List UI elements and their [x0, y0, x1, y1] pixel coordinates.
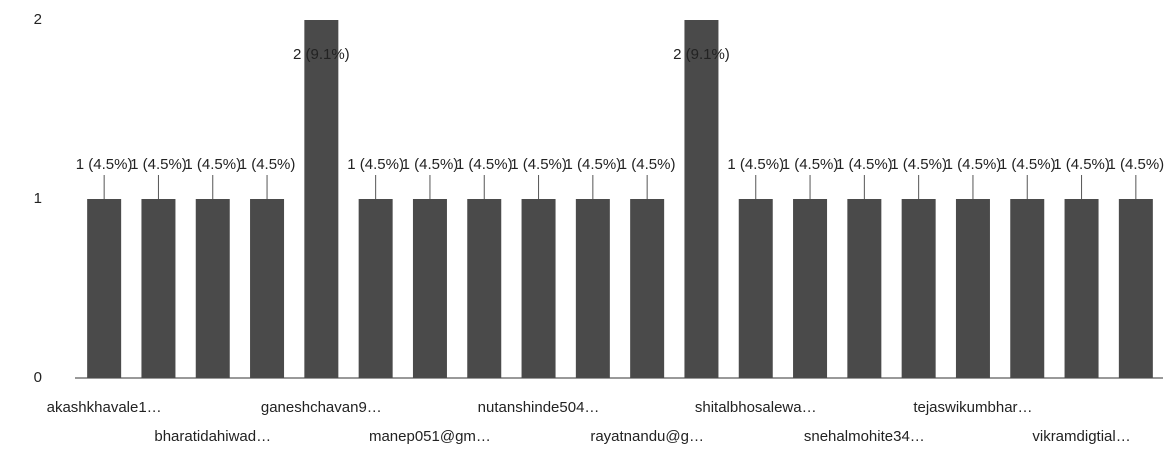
x-tick-label: snehalmohite34…: [804, 428, 925, 445]
data-label: 1 (4.5%): [76, 156, 133, 173]
bar: [467, 199, 502, 378]
bar: [901, 199, 936, 378]
bar: [1118, 199, 1153, 378]
data-label: 1 (4.5%): [619, 156, 676, 173]
data-label: 1 (4.5%): [1053, 156, 1110, 173]
x-tick-label: manep051@gm…: [369, 428, 491, 445]
bar: [1064, 199, 1099, 378]
bar: [1010, 199, 1045, 378]
data-label: 1 (4.5%): [239, 156, 296, 173]
data-label: 1 (4.5%): [184, 156, 241, 173]
data-label: 1 (4.5%): [890, 156, 947, 173]
bar: [684, 20, 719, 378]
data-label: 1 (4.5%): [564, 156, 621, 173]
x-tick-label: bharatidahiwad…: [154, 428, 271, 445]
data-label: 1 (4.5%): [999, 156, 1056, 173]
bar: [250, 199, 285, 378]
data-label: 1 (4.5%): [782, 156, 839, 173]
data-label: 1 (4.5%): [347, 156, 404, 173]
data-label: 1 (4.5%): [836, 156, 893, 173]
data-label: 1 (4.5%): [1107, 156, 1164, 173]
bar: [738, 199, 773, 378]
bar: [847, 199, 882, 378]
x-tick-label: vikramdigtial…: [1032, 428, 1130, 445]
bar: [630, 199, 665, 378]
x-tick-label: rayatnandu@g…: [590, 428, 704, 445]
x-tick-label: tejaswikumbhar…: [913, 399, 1032, 416]
data-label: 1 (4.5%): [456, 156, 513, 173]
bar: [358, 199, 393, 378]
bar: [793, 199, 828, 378]
data-label: 1 (4.5%): [510, 156, 567, 173]
bar: [304, 20, 339, 378]
bar: [955, 199, 990, 378]
x-tick-label: ganeshchavan9…: [261, 399, 382, 416]
data-label: 1 (4.5%): [130, 156, 187, 173]
data-label: 2 (9.1%): [293, 46, 350, 63]
bar: [141, 199, 176, 378]
data-label: 1 (4.5%): [402, 156, 459, 173]
y-tick-label: 2: [34, 11, 42, 28]
x-tick-label: nutanshinde504…: [478, 399, 600, 416]
data-label: 1 (4.5%): [945, 156, 1002, 173]
y-tick-label: 1: [34, 190, 42, 207]
bar: [412, 199, 447, 378]
bar: [521, 199, 556, 378]
data-label: 2 (9.1%): [673, 46, 730, 63]
bar: [87, 199, 122, 378]
data-label: 1 (4.5%): [727, 156, 784, 173]
x-tick-label: shitalbhosalewa…: [695, 399, 817, 416]
bar: [575, 199, 610, 378]
bar: [195, 199, 230, 378]
y-tick-label: 0: [34, 369, 42, 386]
x-tick-label: akashkhavale1…: [47, 399, 162, 416]
